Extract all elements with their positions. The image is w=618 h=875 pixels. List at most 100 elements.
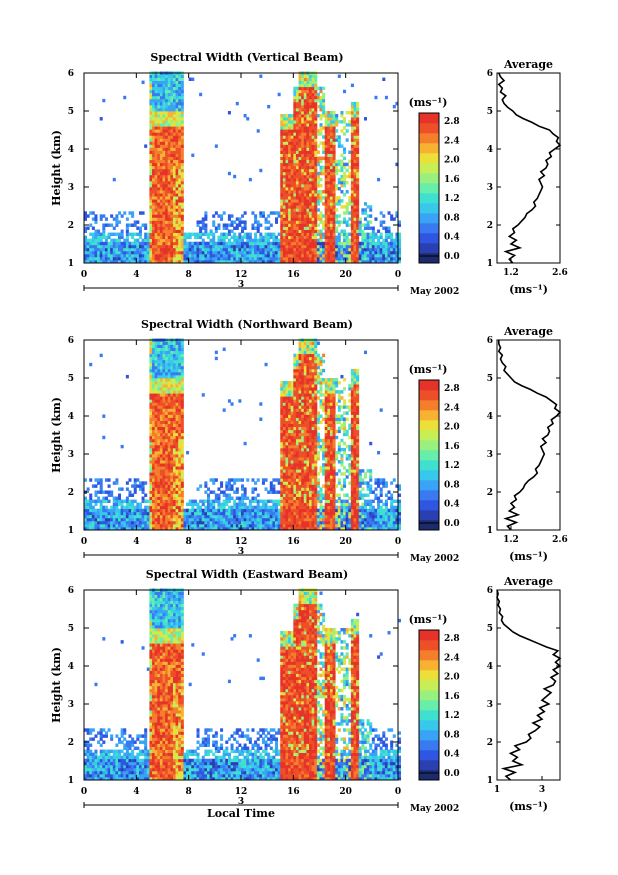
heatmap-cell — [316, 132, 320, 136]
heatmap-cell — [172, 138, 176, 142]
heatmap-cell — [162, 193, 166, 197]
heatmap-cell — [157, 520, 161, 525]
heatmap-cell — [178, 487, 182, 491]
heatmap-cell — [170, 341, 174, 345]
heatmap-cell — [275, 259, 279, 264]
heatmap-cell — [120, 244, 124, 249]
heatmap-cell — [280, 229, 284, 233]
heatmap-cell — [314, 138, 318, 142]
heatmap-cell — [172, 132, 176, 136]
heatmap-cell — [353, 223, 357, 227]
heatmap-cell — [136, 508, 140, 513]
heatmap-cell — [327, 226, 331, 230]
heatmap-cell — [172, 396, 176, 400]
heatmap-cell — [398, 232, 402, 237]
heatmap-cell — [159, 220, 163, 224]
heatmap-cell — [165, 475, 169, 479]
heatmap-cell — [152, 478, 156, 482]
heatmap-cell — [165, 259, 169, 264]
heatmap-cell — [162, 259, 166, 264]
heatmap-cell — [340, 183, 344, 188]
heatmap-cell — [298, 80, 302, 85]
heatmap-cell — [306, 190, 310, 194]
heatmap-cell — [290, 220, 294, 224]
heatmap-cell — [149, 365, 153, 370]
heatmap-cell — [295, 86, 299, 91]
heatmap-cell — [293, 241, 297, 246]
heatmap-cell — [311, 123, 315, 127]
heatmap-cell — [172, 523, 176, 528]
heatmap-cell — [152, 89, 156, 94]
heatmap-cell — [162, 405, 166, 409]
heatmap-cell — [337, 168, 341, 173]
heatmap-cell — [175, 147, 179, 151]
heatmap-cell — [293, 153, 297, 157]
heatmap-cell — [178, 505, 182, 510]
heatmap-cell — [222, 508, 226, 513]
heatmap-cell — [170, 220, 174, 224]
heatmap-cell — [180, 156, 184, 161]
heatmap-cell — [162, 183, 166, 188]
heatmap-cell — [209, 505, 213, 510]
heatmap-cell — [99, 247, 103, 252]
heatmap-cell — [167, 199, 171, 203]
heatmap-cell — [298, 117, 302, 121]
heatmap-cell — [188, 502, 192, 507]
heatmap-cell — [167, 429, 171, 434]
heatmap-cell — [152, 508, 156, 513]
heatmap-cell — [138, 250, 142, 255]
heatmap-cell — [340, 190, 344, 194]
heatmap-cell — [254, 517, 258, 522]
heatmap-cell — [324, 117, 328, 121]
heatmap-cell — [225, 259, 229, 264]
heatmap-cell — [107, 508, 111, 513]
heatmap-cell — [311, 168, 315, 173]
heatmap-cell — [165, 83, 169, 88]
heatmap-cell — [332, 202, 336, 206]
heatmap-cell — [324, 153, 328, 157]
heatmap-cell — [175, 205, 179, 209]
heatmap-cell — [353, 107, 357, 112]
heatmap-cell — [175, 463, 179, 467]
heatmap-cell — [172, 202, 176, 206]
heatmap-cell — [165, 362, 169, 367]
heatmap-cell — [107, 232, 111, 237]
heatmap-cell — [374, 235, 378, 240]
heatmap-cell — [152, 517, 156, 522]
heatmap-cell — [303, 196, 307, 200]
heatmap-cell — [350, 150, 354, 154]
heatmap-cell — [254, 238, 258, 243]
heatmap-cell — [178, 247, 182, 252]
heatmap-cell — [157, 101, 161, 106]
heatmap-cell — [356, 107, 360, 112]
heatmap-cell — [191, 520, 195, 525]
heatmap-cell — [217, 502, 221, 507]
heatmap-cell — [167, 374, 171, 379]
heatmap-cell — [170, 208, 174, 212]
heatmap-cell — [238, 253, 242, 258]
heatmap-cell — [120, 256, 124, 261]
heatmap-cell — [91, 232, 95, 237]
heatmap-cell — [162, 387, 166, 391]
heatmap-cell — [149, 211, 153, 215]
heatmap-cell — [316, 162, 320, 167]
heatmap-cell — [180, 371, 184, 376]
heatmap-cell — [361, 232, 365, 237]
heatmap-cell — [285, 135, 289, 139]
heatmap-cell — [322, 253, 326, 258]
heatmap-cell — [366, 238, 370, 243]
heatmap-cell — [314, 77, 318, 81]
heatmap-cell — [118, 508, 122, 513]
heatmap-cell — [175, 83, 179, 88]
heatmap-cell — [149, 74, 153, 78]
heatmap-cell — [259, 211, 263, 215]
heatmap-cell — [295, 92, 299, 97]
y-tick-label: 1 — [68, 259, 74, 269]
heatmap-cell — [332, 220, 336, 224]
heatmap-cell — [363, 244, 367, 249]
heatmap-cell — [285, 454, 289, 458]
heatmap-cell — [235, 223, 239, 227]
heatmap-cell — [115, 511, 119, 516]
heatmap-cell — [146, 247, 150, 252]
heatmap-cell — [112, 499, 116, 504]
